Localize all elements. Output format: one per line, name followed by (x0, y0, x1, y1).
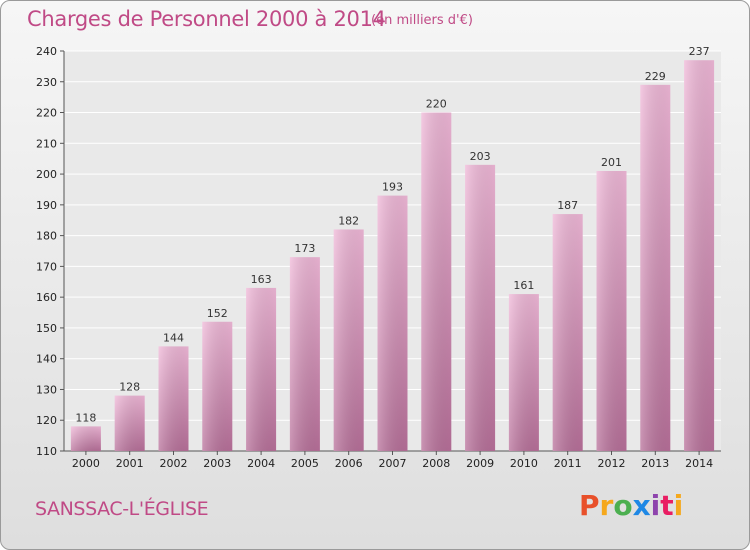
bar-shade (158, 346, 189, 451)
x-tick-label: 2011 (554, 457, 582, 470)
logo-letter: r (599, 489, 614, 522)
data-label: 128 (119, 381, 140, 394)
x-tick-label: 2009 (466, 457, 494, 470)
commune-name: SANSSAC-L'ÉGLISE (35, 498, 209, 520)
proxiti-logo[interactable]: Proxiti (579, 489, 683, 522)
x-tick-label: 2002 (160, 457, 188, 470)
y-tick-label: 160 (36, 291, 57, 304)
x-tick-label: 2010 (510, 457, 538, 470)
data-label: 152 (207, 307, 228, 320)
x-tick-label: 2004 (247, 457, 275, 470)
bar-shade (465, 164, 496, 451)
bar-shade (289, 257, 320, 451)
y-tick-label: 140 (36, 353, 57, 366)
logo-letter: t (660, 489, 674, 522)
logo-letter: i (673, 489, 684, 522)
data-label: 201 (601, 156, 622, 169)
chart-title: Charges de Personnel 2000 à 2014 (27, 7, 386, 31)
data-label: 193 (382, 181, 403, 194)
data-label: 229 (645, 70, 666, 83)
x-tick-label: 2005 (291, 457, 319, 470)
x-tick-label: 2001 (116, 457, 144, 470)
y-tick-label: 200 (36, 168, 57, 181)
data-label: 118 (75, 411, 96, 424)
y-tick-label: 150 (36, 322, 57, 335)
y-tick-label: 130 (36, 383, 57, 396)
data-label: 161 (513, 279, 534, 292)
y-tick-label: 190 (36, 199, 57, 212)
logo-letter: o (613, 489, 633, 522)
x-tick-label: 2008 (422, 457, 450, 470)
bar-layer (70, 60, 715, 452)
bar-shade (246, 287, 277, 451)
bar-shade (333, 229, 364, 451)
x-tick-label: 2003 (203, 457, 231, 470)
data-label: 173 (294, 242, 315, 255)
data-label: 182 (338, 214, 359, 227)
y-tick-label: 220 (36, 107, 57, 120)
data-label: 220 (426, 98, 447, 111)
data-label: 237 (689, 45, 710, 58)
bar-shade (684, 60, 715, 451)
x-tick-label: 2006 (335, 457, 363, 470)
bar-shade (596, 171, 627, 451)
y-tick-label: 240 (36, 45, 57, 58)
logo-letter: P (579, 489, 600, 522)
bar-shade (70, 426, 101, 451)
y-tick-label: 170 (36, 260, 57, 273)
bar-shade (640, 84, 671, 451)
bar-shade (508, 294, 539, 451)
logo-letter: x (632, 489, 651, 522)
x-tick-label: 2012 (598, 457, 626, 470)
label-layer: 110 120 130 140 150 160 170 180 190 200 210 220 230 2… (36, 45, 713, 470)
y-tick-label: 180 (36, 230, 57, 243)
data-label: 203 (470, 150, 491, 163)
y-tick-label: 120 (36, 414, 57, 427)
data-label: 187 (557, 199, 578, 212)
bar-shade (114, 395, 145, 451)
x-tick-label: 2000 (72, 457, 100, 470)
data-label: 144 (163, 331, 184, 344)
x-tick-label: 2007 (379, 457, 407, 470)
bar-shade (552, 214, 583, 451)
y-tick-label: 230 (36, 76, 57, 89)
logo-letter: i (650, 489, 661, 522)
bar-shade (377, 195, 408, 451)
bar-shade (421, 112, 452, 452)
bar-shade (202, 321, 233, 451)
x-tick-label: 2013 (641, 457, 669, 470)
y-tick-label: 110 (36, 445, 57, 458)
x-tick-label: 2014 (685, 457, 713, 470)
y-tick-label: 210 (36, 137, 57, 150)
data-label: 163 (251, 273, 272, 286)
chart-subtitle: (en milliers d'€) (371, 13, 473, 28)
